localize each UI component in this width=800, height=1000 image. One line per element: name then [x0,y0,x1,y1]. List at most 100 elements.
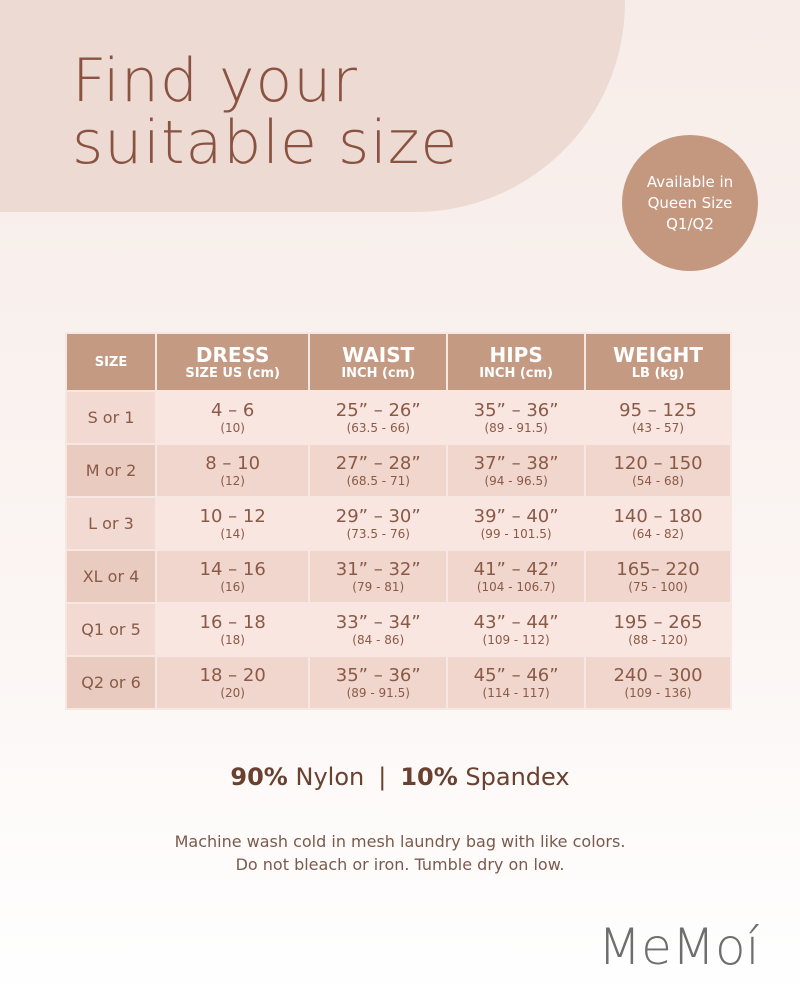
cell-sub: (43 - 57) [632,420,684,435]
column-title: SIZE [94,354,128,370]
table-cell: 39” – 40” (99 - 101.5) [446,496,587,551]
table-cell: 14 – 16 (16) [154,549,311,604]
material: 90% Nylon | 10% Spandex [0,763,800,791]
cell-sub: (84 - 86) [352,632,405,647]
cell-sub: (10) [220,420,245,435]
column-subtitle: SIZE US (cm) [185,365,280,381]
size-label: XL or 4 [82,567,140,586]
table-cell: 165– 220 (75 - 100) [584,549,732,604]
table-cell: 35” – 36” (89 - 91.5) [446,390,587,445]
fiber: Nylon [295,763,365,791]
logo: MeMoí [598,918,760,976]
table-cell: M or 2 [65,443,157,498]
cell-sub: (64 - 82) [632,526,684,541]
care-line: Machine wash cold in mesh laundry bag wi… [174,832,626,851]
size-label: M or 2 [85,461,137,480]
column-header: DRESS SIZE US (cm) [154,332,311,392]
table-cell: L or 3 [65,496,157,551]
table-cell: 35” – 36” (89 - 91.5) [308,655,449,710]
table-cell: XL or 4 [65,549,157,604]
percent: 90% [230,763,288,791]
cell-main: 33” – 34” [335,611,421,633]
badge-line: Available in [646,172,734,191]
header-shape [0,0,625,212]
cell-sub: (89 - 91.5) [484,420,548,435]
table-cell: S or 1 [65,390,157,445]
table-row: Q2 or 6 18 – 20 (20) 35” – 36” (89 - 91.5) 45… [65,655,732,710]
cell-sub: (94 - 96.5) [484,473,548,488]
table-cell: 45” – 46” (114 - 117) [446,655,587,710]
cell-sub: (73.5 - 76) [346,526,410,541]
percent: 10% [400,763,458,791]
table-cell: 37” – 38” (94 - 96.5) [446,443,587,498]
cell-main: 165– 220 [616,558,700,580]
table-cell: 95 – 125 (43 - 57) [584,390,732,445]
table-cell: 120 – 150 (54 - 68) [584,443,732,498]
column-title: WAIST [342,342,415,367]
cell-sub: (14) [220,526,245,541]
cell-main: 18 – 20 [199,664,266,686]
column-header: WEIGHT LB (kg) [584,332,732,392]
table-cell: 240 – 300 (109 - 136) [584,655,732,710]
cell-sub: (20) [220,685,245,700]
table-cell: 31” – 32” (79 - 81) [308,549,449,604]
column-header: WAIST INCH (cm) [308,332,449,392]
cell-main: 95 – 125 [619,399,697,421]
cell-main: 27” – 28” [335,452,421,474]
column-title: HIPS [489,342,543,367]
cell-main: 240 – 300 [613,664,703,686]
cell-sub: (12) [220,473,245,488]
care-line: Do not bleach or iron. Tumble dry on low… [235,855,565,874]
cell-sub: (109 - 136) [624,685,692,700]
size-label: S or 1 [87,408,135,427]
table-cell: 195 – 265 (88 - 120) [584,602,732,657]
badge-line: Queen Size [647,193,733,212]
table-row: Q1 or 5 16 – 18 (18) 33” – 34” (84 - 86) 43” … [65,602,732,657]
table-cell: 140 – 180 (64 - 82) [584,496,732,551]
table-cell: 33” – 34” (84 - 86) [308,602,449,657]
column-title: WEIGHT [613,342,703,367]
cell-main: 35” – 36” [473,399,559,421]
cell-main: 120 – 150 [613,452,703,474]
cell-sub: (104 - 106.7) [476,579,556,594]
cell-main: 16 – 18 [199,611,266,633]
column-header: HIPS INCH (cm) [446,332,587,392]
cell-sub: (18) [220,632,245,647]
care: Machine wash cold in mesh laundry bag wi… [0,830,800,876]
badge-line: Q1/Q2 [666,214,714,233]
table-cell: 10 – 12 (14) [154,496,311,551]
column-title: DRESS [195,342,270,367]
table-row: XL or 4 14 – 16 (16) 31” – 32” (79 - 81) 41” … [65,549,732,604]
cell-main: 10 – 12 [199,505,266,527]
cell-main: 45” – 46” [473,664,559,686]
cell-sub: (99 - 101.5) [480,526,552,541]
header-row: SIZE DRESS SIZE US (cm) WAIST INCH (cm) HIPS I… [65,332,732,392]
cell-sub: (89 - 91.5) [346,685,410,700]
cell-main: 29” – 30” [335,505,421,527]
cell-sub: (114 - 117) [482,685,550,700]
title-line: Find your [72,46,358,116]
title-line: suitable size [72,108,459,178]
size-label: L or 3 [88,514,134,533]
table-cell: Q2 or 6 [65,655,157,710]
size-table: SIZE DRESS SIZE US (cm) WAIST INCH (cm) HIPS I… [65,332,732,710]
size-label: Q2 or 6 [81,673,141,692]
table-cell: 4 – 6 (10) [154,390,311,445]
cell-main: 14 – 16 [199,558,266,580]
cell-main: 140 – 180 [613,505,703,527]
column-subtitle: LB (kg) [631,365,685,381]
cell-sub: (54 - 68) [632,473,684,488]
table-cell: 43” – 44” (109 - 112) [446,602,587,657]
column-subtitle: INCH (cm) [341,365,416,381]
cell-sub: (16) [220,579,245,594]
title: Find your suitable size [72,50,458,174]
cell-main: 41” – 42” [473,558,559,580]
cell-main: 43” – 44” [473,611,559,633]
cell-main: 31” – 32” [335,558,421,580]
separator: | [378,763,387,791]
cell-sub: (63.5 - 66) [346,420,410,435]
cell-sub: (68.5 - 71) [346,473,410,488]
badge: Available in Queen Size Q1/Q2 [622,135,758,271]
